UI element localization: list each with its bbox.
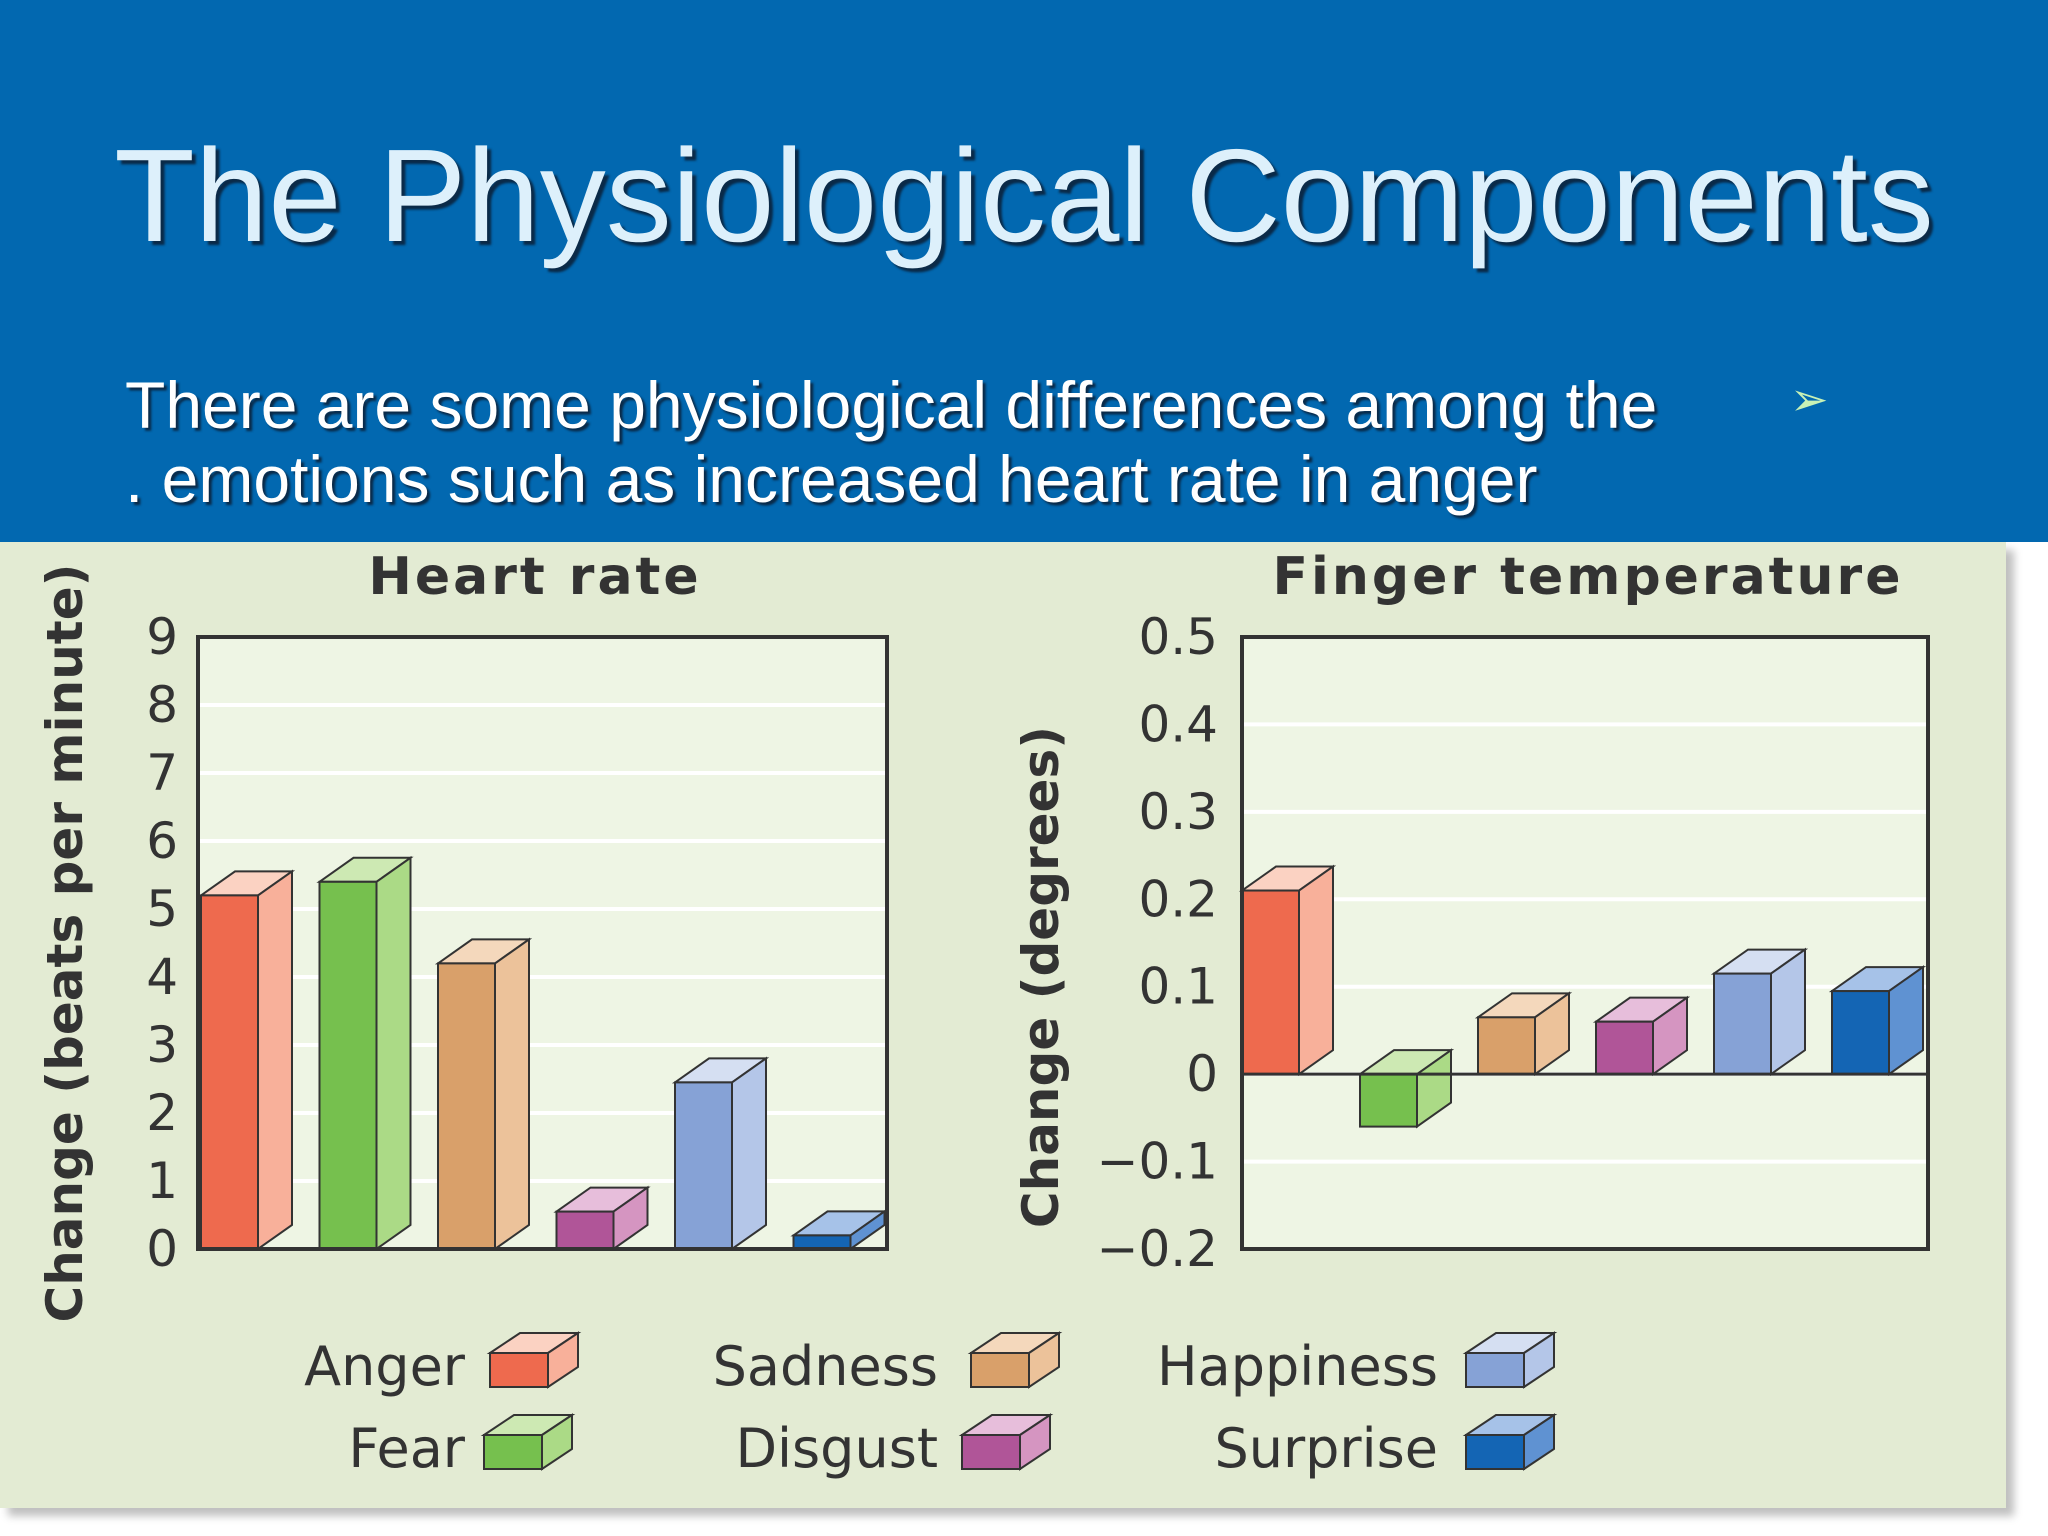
y-tick-label: 9	[146, 608, 178, 666]
legend-label: Happiness	[1157, 1335, 1438, 1398]
legend-swatch	[967, 1331, 1063, 1389]
bar-front-face	[437, 962, 496, 1250]
legend-label: Fear	[348, 1417, 465, 1480]
bar-side-face	[375, 855, 412, 1251]
y-tick-label: 5	[146, 880, 178, 938]
y-tick-label: 3	[146, 1016, 178, 1074]
bar-happiness	[1710, 947, 1809, 1077]
chart-title: Heart rate	[368, 547, 701, 607]
bar-front-face	[674, 1081, 733, 1251]
subtitle-line-1: There are some physiological differences…	[125, 368, 1658, 442]
slide-title: The Physiological Components	[114, 122, 1934, 269]
slide-header: The Physiological Components There are s…	[0, 0, 2048, 542]
y-tick-label: 4	[146, 948, 178, 1006]
legend-label: Surprise	[1214, 1417, 1438, 1480]
finger-temperature-chart: −0.2 −0.1 0 0.1 0.2 0.3 0.4 0.5 Finger temperatu…	[1012, 547, 1930, 1278]
legend-swatch-front	[1465, 1434, 1525, 1470]
y-tick-label: 2	[146, 1084, 178, 1142]
legend-swatch	[958, 1413, 1054, 1471]
legend-swatch-front	[1465, 1352, 1525, 1388]
legend-label: Sadness	[713, 1335, 938, 1398]
bar-sadness	[434, 937, 533, 1251]
legend-swatch-front	[961, 1434, 1021, 1470]
y-tick-label: −0.1	[1097, 1133, 1218, 1191]
y-tick-label: 0.1	[1138, 958, 1218, 1016]
y-tick-label: 0.2	[1138, 870, 1218, 928]
bar-front-face	[555, 1210, 615, 1250]
bar-front-face	[1595, 1020, 1654, 1076]
chart-title: Finger temperature	[1273, 547, 1904, 607]
y-tick-label: 0.4	[1138, 695, 1218, 753]
charts-figure: 0 1 2 3 4 5 6 7 8 9 Heart rate Change (beats per mi…	[36, 547, 1930, 1480]
legend-swatch-front	[483, 1434, 543, 1470]
bar-fear	[316, 855, 414, 1251]
subtitle-line-2: . emotions such as increased heart rate …	[125, 442, 1538, 516]
legend-swatch	[1462, 1413, 1558, 1471]
plot-frame	[1240, 635, 1930, 1251]
y-tick-label: 0.5	[1138, 608, 1218, 666]
plot-area	[198, 637, 887, 1249]
legend-swatch	[486, 1331, 582, 1389]
legend-label: Anger	[304, 1335, 466, 1398]
bar-front-face	[1713, 972, 1772, 1076]
bar-side-face	[257, 869, 293, 1251]
plot-area	[1242, 637, 1928, 1249]
bar-front-face	[1477, 1016, 1536, 1076]
legend-swatch	[1462, 1331, 1558, 1389]
y-tick-label: 0.3	[1138, 783, 1218, 841]
heart-rate-chart: 0 1 2 3 4 5 6 7 8 9 Heart rate Change (beats per mi…	[36, 547, 889, 1323]
bar-side-face	[731, 1056, 767, 1251]
bar-anger	[197, 869, 296, 1251]
bar-side-face	[494, 937, 530, 1251]
bar-anger	[1238, 864, 1337, 1077]
bar-front-face	[792, 1234, 852, 1251]
y-tick-label: 1	[146, 1152, 178, 1210]
y-tick-label: 0	[1186, 1045, 1218, 1103]
bar-front-face	[1241, 889, 1300, 1076]
bar-surprise	[1828, 965, 1927, 1077]
y-tick-label: −0.2	[1097, 1220, 1218, 1278]
legend-swatch-front	[489, 1352, 549, 1388]
slide-subtitle: There are some physiological differences…	[125, 368, 1725, 516]
bar-front-face	[200, 894, 259, 1250]
y-tick-label: 6	[146, 812, 178, 870]
arrow-bullet-icon: ➢	[1790, 372, 1829, 426]
legend-item-disgust: Disgust	[735, 1413, 1054, 1480]
legend-swatch-front	[970, 1352, 1030, 1388]
y-tick-label: 8	[146, 676, 178, 734]
y-tick-label: 0	[146, 1220, 178, 1278]
bar-sadness	[1474, 991, 1573, 1077]
y-tick-label: 7	[146, 744, 178, 802]
bar-surprise	[790, 1209, 888, 1251]
legend-item-anger: Anger	[304, 1331, 582, 1398]
bar-front-face	[1831, 990, 1890, 1076]
bar-happiness	[671, 1056, 770, 1251]
y-axis-label: Change (beats per minute)	[36, 564, 94, 1323]
bar-front-face	[318, 880, 378, 1250]
bar-front-face	[1359, 1073, 1418, 1128]
legend-item-surprise: Surprise	[1214, 1413, 1558, 1480]
legend-swatch	[480, 1413, 576, 1471]
legend-item-fear: Fear	[348, 1413, 576, 1480]
legend-item-happiness: Happiness	[1157, 1331, 1558, 1398]
legend-label: Disgust	[735, 1417, 938, 1480]
plot-frame	[196, 635, 889, 1251]
legend-item-sadness: Sadness	[713, 1331, 1063, 1398]
y-axis-label: Change (degrees)	[1012, 726, 1070, 1228]
bar-disgust	[1592, 995, 1691, 1077]
bar-fear	[1356, 1048, 1455, 1129]
bar-disgust	[553, 1185, 651, 1251]
bar-side-face	[1298, 864, 1334, 1077]
chart-legend: Anger Fear Sadness Disgust Happiness Surprise	[304, 1331, 1558, 1480]
